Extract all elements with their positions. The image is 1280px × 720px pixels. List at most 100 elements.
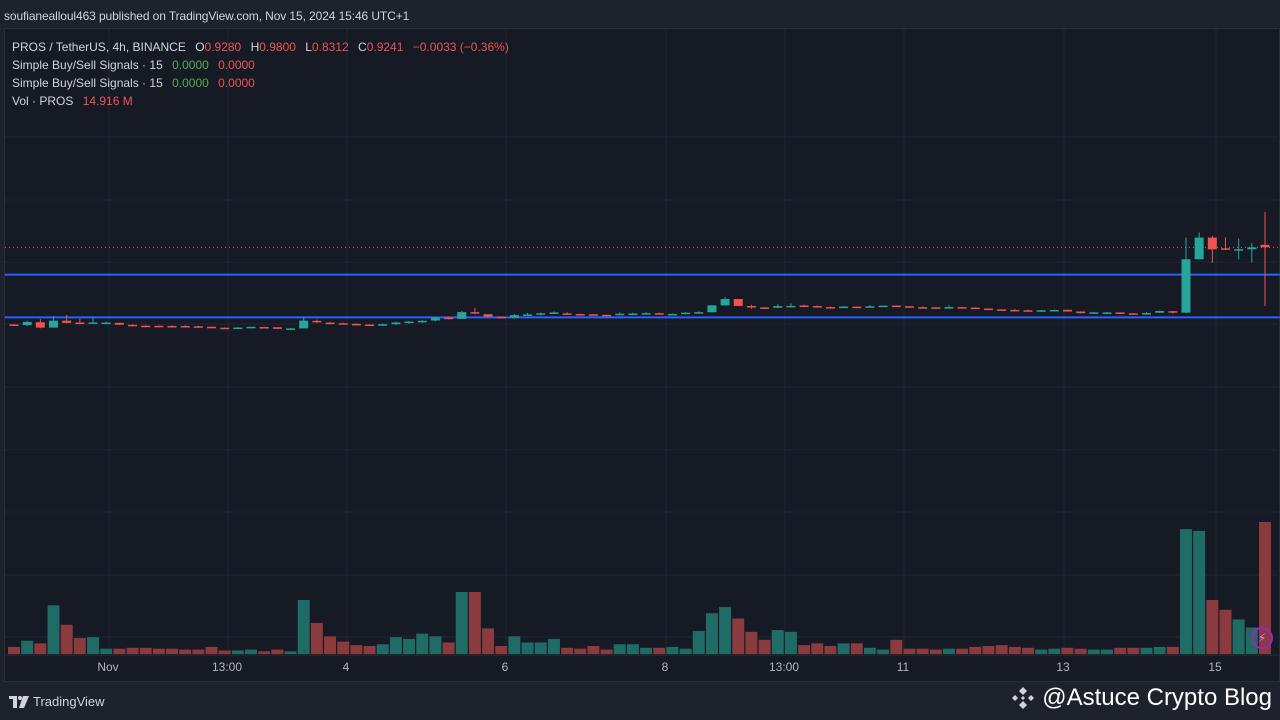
volume-bar bbox=[482, 628, 495, 654]
volume-bar bbox=[47, 605, 60, 654]
volume-bar bbox=[1180, 529, 1192, 654]
candle bbox=[1247, 247, 1257, 250]
volume-bar bbox=[969, 646, 982, 654]
candle bbox=[523, 314, 533, 316]
candle bbox=[536, 313, 546, 315]
time-axis-label: 13:00 bbox=[211, 660, 243, 674]
volume-bar bbox=[1193, 530, 1206, 654]
candle bbox=[75, 322, 85, 325]
indicator-sell-value: 0.0000 bbox=[218, 58, 255, 72]
indicator-name: Simple Buy/Sell Signals · 15 bbox=[12, 58, 163, 72]
volume-bar bbox=[982, 646, 995, 654]
indicator-legend-row[interactable]: Simple Buy/Sell Signals · 15 0.0000 0.00… bbox=[12, 56, 509, 74]
candle bbox=[286, 328, 296, 330]
volume-bar bbox=[442, 642, 455, 654]
volume-bar bbox=[284, 651, 297, 654]
volume-bar bbox=[258, 651, 271, 654]
candle bbox=[101, 322, 111, 325]
candle bbox=[918, 307, 928, 309]
footer: TradingView @Astuce Crypto Blog bbox=[0, 682, 1280, 720]
volume-bar bbox=[429, 636, 442, 654]
candle bbox=[299, 320, 309, 329]
time-axis-label: Nov bbox=[97, 660, 119, 674]
volume-bar bbox=[231, 650, 244, 654]
candle bbox=[773, 306, 783, 308]
candle bbox=[457, 312, 467, 319]
volume-bar bbox=[784, 631, 797, 654]
volume-bar bbox=[1048, 648, 1061, 654]
open-value: 0.9280 bbox=[204, 40, 242, 54]
volume-bar bbox=[916, 648, 929, 654]
candle bbox=[378, 324, 388, 326]
candle bbox=[997, 309, 1007, 311]
volume-bar bbox=[100, 648, 113, 654]
indicator-buy-value: 0.0000 bbox=[172, 76, 209, 90]
candle bbox=[220, 327, 230, 330]
volume-bar bbox=[34, 643, 47, 654]
volume-bar bbox=[521, 642, 534, 654]
tradingview-brand: TradingView bbox=[33, 694, 105, 709]
candle bbox=[891, 305, 901, 308]
candle bbox=[878, 305, 888, 308]
candle bbox=[983, 308, 993, 311]
volume-bar bbox=[1021, 647, 1034, 654]
candle bbox=[694, 312, 704, 314]
symbol-legend-row[interactable]: PROS / TetherUS, 4h, BINANCE O0.9280 H0.… bbox=[12, 38, 509, 56]
candle bbox=[1260, 244, 1270, 248]
candle bbox=[114, 322, 124, 325]
indicator-legend-row[interactable]: Simple Buy/Sell Signals · 15 0.0000 0.00… bbox=[12, 74, 509, 92]
volume-bar bbox=[534, 642, 547, 654]
candle bbox=[404, 321, 414, 324]
candle bbox=[509, 315, 519, 318]
volume-bar bbox=[719, 607, 732, 654]
close-value: 0.9241 bbox=[366, 40, 404, 54]
volume-bar bbox=[218, 650, 231, 654]
candle bbox=[812, 306, 822, 308]
volume-bar bbox=[324, 636, 337, 654]
candle bbox=[602, 314, 612, 317]
candle bbox=[839, 306, 849, 309]
candle bbox=[852, 306, 862, 309]
candle bbox=[1102, 312, 1112, 315]
candle bbox=[496, 316, 506, 319]
time-axis-label: 11 bbox=[896, 660, 910, 674]
candle bbox=[957, 307, 967, 309]
candle bbox=[483, 314, 493, 317]
volume-bar bbox=[837, 643, 850, 654]
candle bbox=[931, 307, 941, 309]
time-axis-label: 8 bbox=[661, 660, 669, 674]
time-axis-label: 13 bbox=[1056, 660, 1070, 674]
candle bbox=[312, 320, 322, 323]
candle bbox=[1194, 237, 1204, 260]
candle bbox=[365, 324, 375, 327]
volume-bar bbox=[587, 646, 600, 654]
chart-pane[interactable] bbox=[4, 28, 1280, 682]
volume-bar bbox=[850, 643, 863, 654]
volume-bar bbox=[995, 645, 1008, 654]
volume-bar bbox=[626, 644, 639, 654]
open-label: O bbox=[195, 40, 205, 54]
time-axis-label: 4 bbox=[342, 660, 350, 674]
lightning-icon[interactable]: ⚡ bbox=[1251, 627, 1273, 649]
candle bbox=[351, 323, 361, 326]
candle bbox=[1115, 312, 1125, 314]
candle bbox=[1128, 313, 1138, 315]
candle bbox=[35, 322, 45, 328]
volume-bar bbox=[824, 646, 837, 654]
time-axis-label: 13:00 bbox=[768, 660, 800, 674]
candle bbox=[338, 323, 348, 325]
volume-bar bbox=[547, 638, 560, 654]
volume-bar bbox=[1087, 649, 1100, 654]
volume-bar bbox=[1232, 619, 1245, 654]
volume-bar bbox=[139, 647, 152, 654]
candlestick-chart[interactable] bbox=[5, 29, 1280, 683]
volume-legend-row[interactable]: Vol · PROS 14.916 M bbox=[12, 92, 509, 110]
volume-bar bbox=[1259, 522, 1271, 654]
tradingview-logo[interactable]: TradingView bbox=[9, 694, 105, 709]
volume-bar bbox=[495, 646, 508, 654]
change-value: −0.0033 (−0.36%) bbox=[412, 40, 509, 54]
volume-bar bbox=[389, 637, 402, 654]
volume-bar bbox=[271, 649, 284, 654]
symbol-title: PROS / TetherUS, 4h, BINANCE bbox=[12, 40, 186, 54]
candle bbox=[1220, 248, 1230, 250]
